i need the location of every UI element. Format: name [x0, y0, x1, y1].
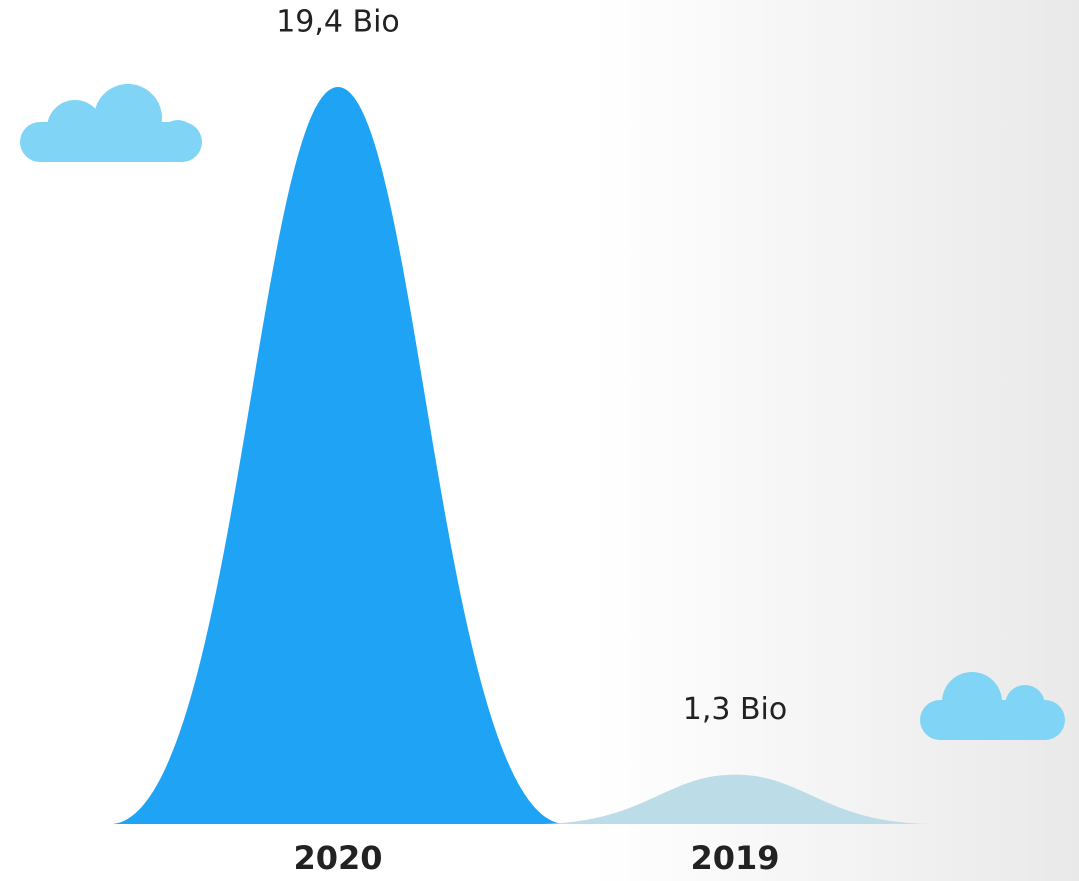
- cloud: [20, 84, 202, 162]
- cloud: [920, 672, 1065, 740]
- value-label: 1,3 Bio: [683, 692, 788, 727]
- plot: 19,4 Bio 2020 1,3 Bio 2019: [110, 5, 935, 877]
- bell: [535, 774, 935, 824]
- category-label: 2019: [690, 839, 779, 877]
- bell: [110, 87, 566, 824]
- value-label: 19,4 Bio: [276, 5, 400, 40]
- category-label: 2020: [293, 839, 382, 877]
